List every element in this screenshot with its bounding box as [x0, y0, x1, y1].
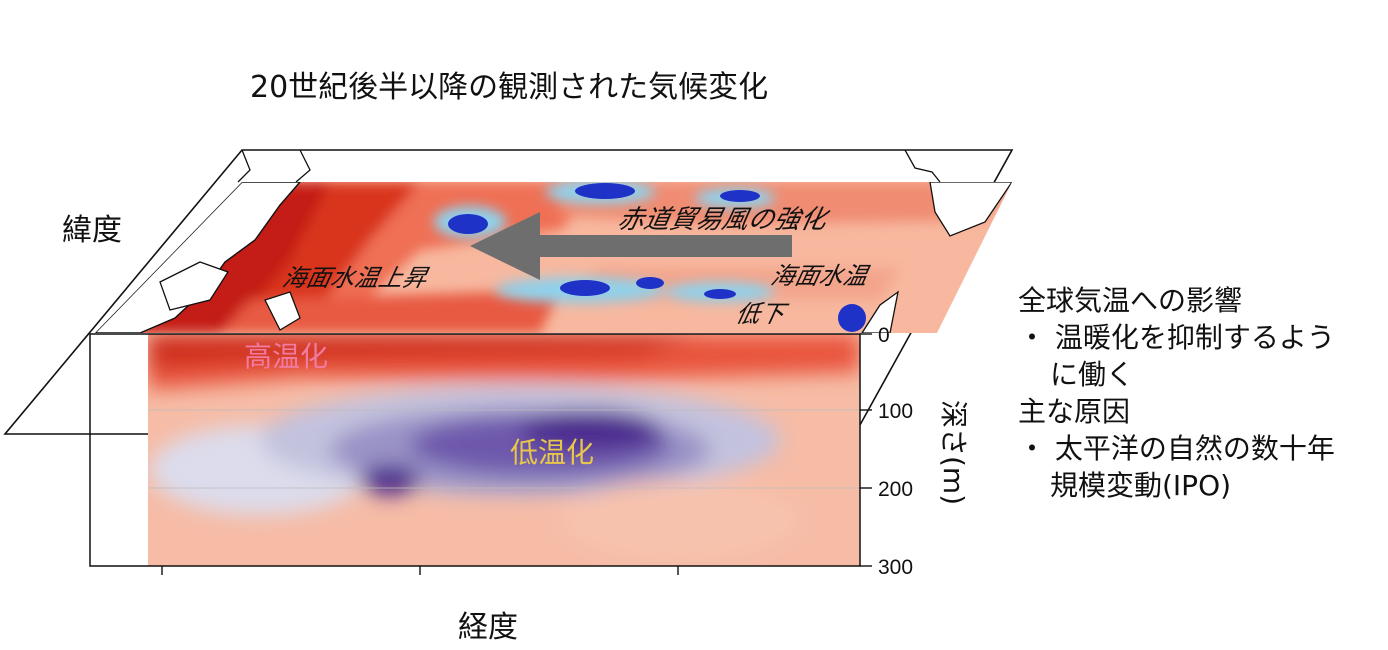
label-sst-fall-1: 海面水温 [768, 261, 872, 290]
info-item-suppress-cont: に働く [1050, 358, 1135, 391]
longitude-label: 経度 [458, 610, 518, 645]
depth-axis [860, 333, 872, 567]
depth-tick-0: 0 [878, 324, 890, 347]
info-item-ipo-cont: 規模変動(IPO) [1050, 469, 1232, 502]
info-item-suppress: ・ 温暖化を抑制するよう [1018, 321, 1335, 354]
longitude-ticks [161, 566, 679, 575]
label-trade-wind: 赤道貿易風の強化 [615, 205, 832, 235]
info-panel: 全球気温への影響 ・ 温暖化を抑制するよう に働く 主な原因 ・ 太平洋の自然の… [1018, 282, 1335, 504]
depth-tick-300: 300 [878, 556, 913, 579]
info-item-ipo: ・ 太平洋の自然の数十年 [1018, 432, 1335, 465]
trade-wind-arrow-icon [470, 212, 792, 280]
depth-tick-200: 200 [878, 478, 913, 501]
label-cooling: 低温化 [510, 436, 594, 469]
depth-section-map [148, 334, 860, 566]
label-warming: 高温化 [244, 340, 328, 373]
depth-section-frame [89, 333, 861, 567]
coastline-north [237, 149, 941, 183]
depth-axis-title: 深さ(m) [937, 400, 970, 505]
depth-tick-100: 100 [878, 400, 913, 423]
label-sst-fall-2: 低下 [733, 299, 791, 328]
label-sst-rise: 海面水温上昇 [280, 263, 432, 292]
info-heading-impact: 全球気温への影響 [1018, 284, 1243, 317]
info-heading-cause: 主な原因 [1018, 395, 1131, 428]
page-title: 20世紀後半以降の観測された気候変化 [250, 70, 769, 105]
latitude-label: 緯度 [62, 213, 122, 248]
surface-temperature-map [95, 182, 1012, 333]
